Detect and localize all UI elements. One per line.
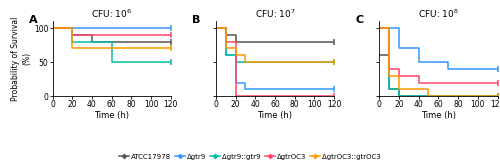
Title: CFU: 10$^6$: CFU: 10$^6$ [91, 8, 132, 20]
X-axis label: Time (h): Time (h) [421, 111, 456, 120]
X-axis label: Time (h): Time (h) [258, 111, 292, 120]
X-axis label: Time (h): Time (h) [94, 111, 129, 120]
Legend: ATCC17978, Δgtr9, Δgtr9::​gtr9, ΔgtrOC3, ΔgtrOC3::​gtrOC3: ATCC17978, Δgtr9, Δgtr9::​gtr9, ΔgtrOC3,… [119, 154, 381, 160]
Title: CFU: 10$^7$: CFU: 10$^7$ [254, 8, 296, 20]
Text: B: B [192, 15, 200, 25]
Y-axis label: Probability of Survival
(%): Probability of Survival (%) [11, 16, 31, 101]
Text: C: C [356, 15, 364, 25]
Title: CFU: 10$^8$: CFU: 10$^8$ [418, 8, 459, 20]
Text: A: A [29, 15, 38, 25]
